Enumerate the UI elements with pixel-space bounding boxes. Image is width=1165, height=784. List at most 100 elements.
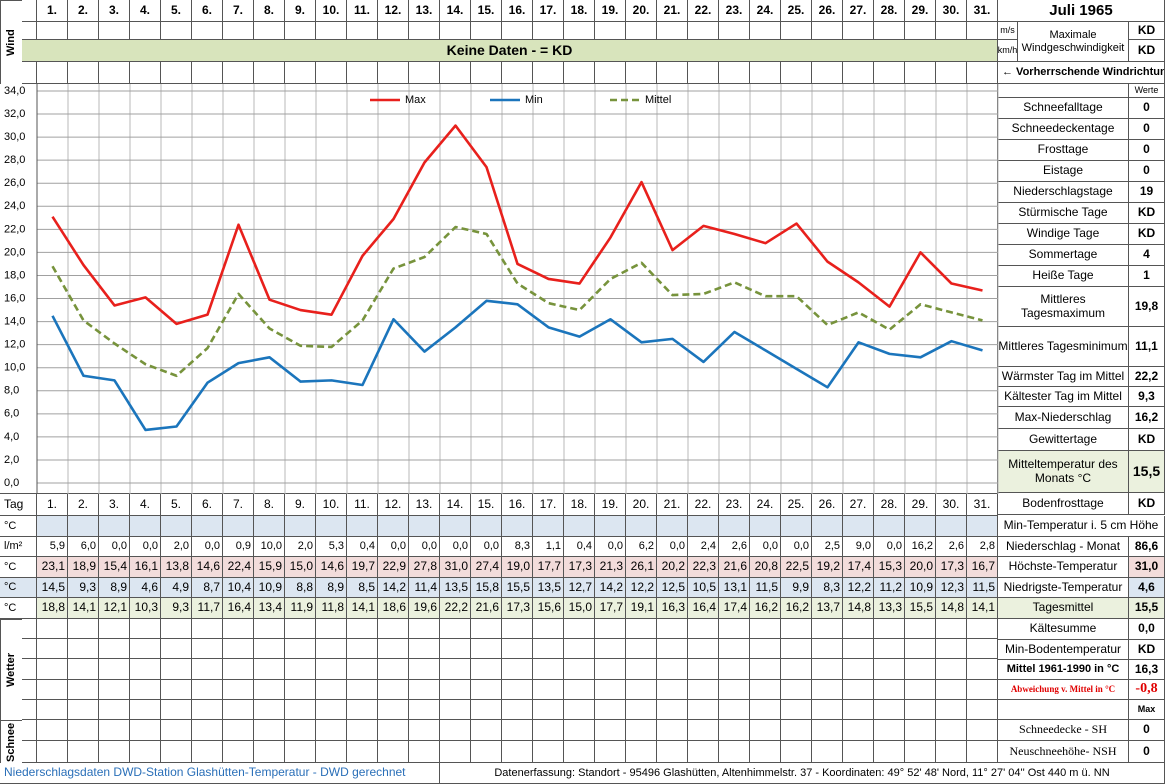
- summary-value: 0: [1129, 140, 1165, 161]
- blank-cell: [781, 516, 812, 537]
- day-number: 7.: [223, 494, 254, 516]
- snow-cell: [967, 720, 998, 741]
- snow-cell: [409, 720, 440, 741]
- weather-cell: [254, 679, 285, 700]
- weather-cell: [471, 699, 502, 720]
- weather-cell: [936, 679, 967, 700]
- weather-cell: [812, 619, 843, 640]
- snow-cell: [378, 720, 409, 741]
- month-title: Juli 1965: [998, 0, 1165, 22]
- day-number: 13.: [409, 494, 440, 516]
- wind-unit: m/s: [998, 22, 1018, 40]
- table-value: 22,3: [688, 557, 719, 578]
- weather-cell: [750, 619, 781, 640]
- weather-cell: [781, 699, 812, 720]
- monthly-value: 16,3: [1129, 660, 1165, 680]
- table-value: 18,9: [68, 557, 99, 578]
- weather-cell: [192, 679, 223, 700]
- summary-label: Mitteltemperatur des Monats °C: [998, 451, 1129, 493]
- snow-cell: [378, 741, 409, 763]
- chart-frame: [0, 84, 998, 494]
- table-value: 14,1: [967, 598, 998, 619]
- monthly-value: 86,6: [1129, 537, 1165, 557]
- weather-cell: [347, 679, 378, 700]
- snow-cell: [812, 741, 843, 763]
- blank-cell: [533, 516, 564, 537]
- day-header: 25.: [781, 0, 812, 22]
- day-number: 28.: [874, 494, 905, 516]
- day-number: 31.: [967, 494, 998, 516]
- blank-cell: [564, 516, 595, 537]
- table-value: 9,3: [161, 598, 192, 619]
- summary-value: KD: [1129, 429, 1165, 451]
- table-value: 15,5: [905, 598, 936, 619]
- table-value: 23,1: [37, 557, 68, 578]
- blank-cell: [440, 22, 471, 40]
- snow-cell: [626, 741, 657, 763]
- blank-cell: [967, 62, 998, 84]
- day-label: Tag: [0, 494, 37, 516]
- blank-cell: [719, 516, 750, 537]
- weather-cell: [626, 639, 657, 660]
- day-header: 10.: [316, 0, 347, 22]
- blank-cell: [409, 22, 440, 40]
- day-header: 18.: [564, 0, 595, 22]
- day-header: 16.: [502, 0, 533, 22]
- blank-cell: [223, 516, 254, 537]
- snow-cell: [564, 741, 595, 763]
- snow-cell: [657, 741, 688, 763]
- snow-cell: [502, 720, 533, 741]
- table-value: 20,8: [750, 557, 781, 578]
- weather-cell: [130, 659, 161, 680]
- summary-value: KD: [1129, 224, 1165, 245]
- unit-label: °C: [0, 516, 37, 537]
- blank-cell: [626, 22, 657, 40]
- blank-cell: [471, 22, 502, 40]
- table-value: 16,3: [657, 598, 688, 619]
- summary-label: Schneedeckentage: [998, 119, 1129, 140]
- blank-cell: [347, 22, 378, 40]
- table-value: 19,6: [409, 598, 440, 619]
- day-header: 21.: [657, 0, 688, 22]
- weather-cell: [37, 699, 68, 720]
- weather-cell: [409, 699, 440, 720]
- table-value: 15,5: [502, 578, 533, 598]
- blank-cell: [223, 22, 254, 40]
- weather-cell: [223, 619, 254, 640]
- blank-cell: [161, 62, 192, 84]
- table-value: 4,6: [130, 578, 161, 598]
- day-number: 24.: [750, 494, 781, 516]
- blank-cell: [316, 516, 347, 537]
- table-value: 16,1: [130, 557, 161, 578]
- weather-cell: [905, 699, 936, 720]
- blank-cell: [657, 22, 688, 40]
- table-value: 21,6: [471, 598, 502, 619]
- table-value: 22,9: [378, 557, 409, 578]
- table-value: 18,6: [378, 598, 409, 619]
- weather-cell: [37, 619, 68, 640]
- weather-cell: [161, 659, 192, 680]
- table-value: 15,8: [471, 578, 502, 598]
- snow-cell: [595, 720, 626, 741]
- snow-cell: [37, 741, 68, 763]
- snow-cell: [843, 720, 874, 741]
- snow-cell: [502, 741, 533, 763]
- weather-cell: [657, 699, 688, 720]
- weather-cell: [781, 619, 812, 640]
- table-value: 26,1: [626, 557, 657, 578]
- blank-cell: [998, 700, 1129, 720]
- blank-cell: [130, 62, 161, 84]
- unit-label: °C: [0, 598, 37, 619]
- table-value: 0,0: [192, 537, 223, 557]
- blank-cell: [874, 516, 905, 537]
- weather-label: Wetter: [0, 619, 22, 720]
- table-value: 10,4: [223, 578, 254, 598]
- blank-cell: [502, 516, 533, 537]
- weather-cell: [223, 679, 254, 700]
- weather-cell: [967, 619, 998, 640]
- monthly-value: 31,0: [1129, 557, 1165, 578]
- weather-cell: [192, 699, 223, 720]
- table-value: 14,8: [843, 598, 874, 619]
- weather-cell: [378, 699, 409, 720]
- blank-cell: [626, 516, 657, 537]
